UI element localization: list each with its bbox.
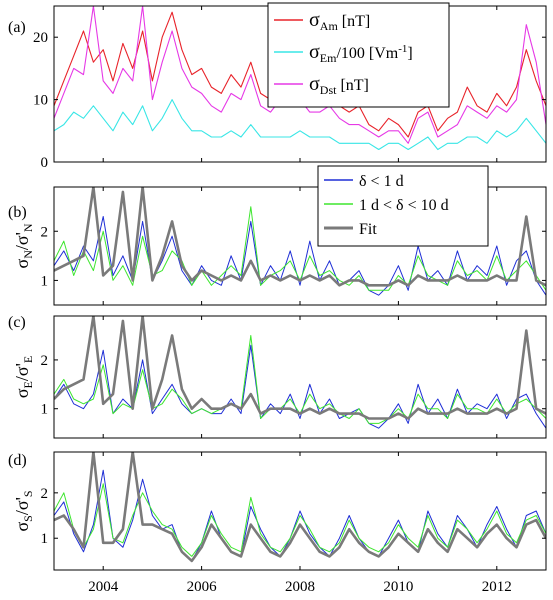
y-tick-label: 20 — [33, 30, 48, 46]
y-tick-label: 1 — [41, 273, 49, 289]
panel-label: (a) — [8, 19, 26, 36]
series-line-fit — [54, 187, 546, 287]
y-tick-label: 2 — [41, 224, 49, 240]
series-line-d1 — [54, 469, 546, 562]
axes-frame — [53, 315, 547, 439]
series-group — [54, 187, 546, 296]
series-group — [54, 452, 546, 563]
series-line-d1 — [54, 344, 546, 429]
series-line-fit — [54, 452, 546, 563]
x-tick-label: 2008 — [285, 579, 315, 595]
legend-entry: δ < 1 d — [359, 173, 404, 190]
series-line-d10 — [54, 335, 546, 424]
series-line-em — [54, 99, 546, 151]
panel-0: 0 10 20 (a) σAm [nT] σEm/100 [Vm-1] σDst [nT] — [8, 2, 547, 171]
panel-label: (d) — [8, 452, 27, 469]
x-tick-label: 2010 — [383, 579, 413, 595]
legend-entry: Fit — [359, 221, 377, 238]
legend: δ < 1 d 1 d < δ < 10 d Fit — [317, 165, 489, 247]
series-line-d10 — [54, 483, 546, 557]
y-tick-label: 1 — [41, 531, 49, 547]
y-axis-label: σE/σ'E — [12, 356, 35, 398]
panel-label: (c) — [8, 314, 26, 331]
panel-2: 1 2 (c) σE/σ'E — [8, 314, 547, 439]
panel-label: (b) — [8, 204, 27, 221]
y-tick-label: 1 — [41, 402, 49, 418]
panel-3: 2004 2006 2008 2010 2012 1 2 (d) σS/σ'S — [8, 451, 547, 595]
legend: σAm [nT] σEm/100 [Vm-1] σDst [nT] — [267, 2, 450, 108]
y-tick-label: 2 — [41, 486, 49, 502]
panel-1: 1 2 (b) σN/σ'N δ < 1 d 1 d < δ < 10 d Fit — [8, 165, 547, 306]
y-axis-label: σS/σ'S — [12, 490, 35, 531]
legend-entry: σAm [nT] — [309, 9, 370, 33]
legend-entry: σEm/100 [Vm-1] — [309, 41, 413, 65]
legend-entry: σDst [nT] — [309, 73, 369, 97]
series-group — [54, 316, 546, 429]
x-tick-label: 2012 — [482, 579, 512, 595]
x-tick-label: 2006 — [187, 579, 218, 595]
y-tick-label: 0 — [41, 155, 49, 171]
y-axis-label: σN/σ'N — [12, 223, 35, 268]
legend-entry: 1 d < δ < 10 d — [359, 197, 449, 214]
series-line-fit — [54, 316, 546, 420]
y-tick-label: 2 — [41, 353, 49, 369]
x-tick-label: 2004 — [88, 579, 119, 595]
y-tick-label: 10 — [33, 93, 48, 109]
